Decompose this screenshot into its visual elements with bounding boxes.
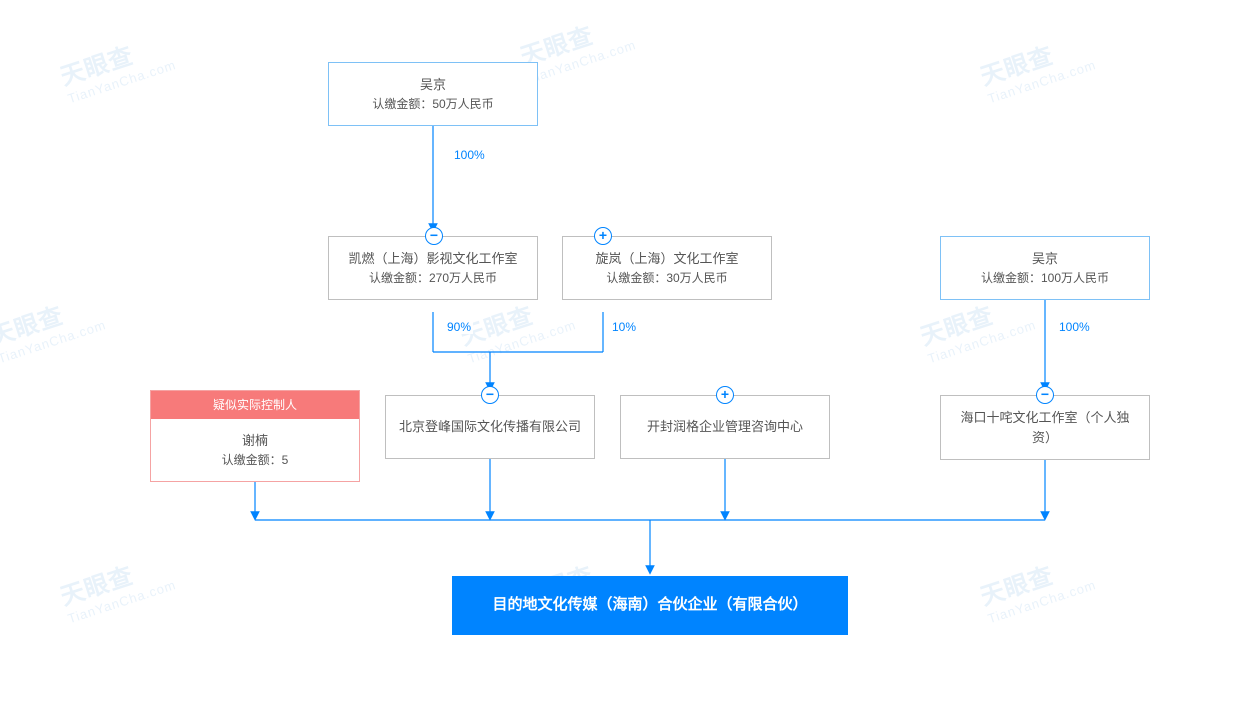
node-xienan[interactable]: 疑似实际控制人 谢楠 认缴金额：5	[150, 390, 360, 482]
pct-label: 10%	[610, 320, 638, 334]
node-sub: 认缴金额：5	[161, 451, 349, 469]
node-title: 吴京	[339, 75, 527, 95]
node-sub: 认缴金额：100万人民币	[951, 269, 1139, 287]
node-target[interactable]: 目的地文化传媒（海南）合伙企业（有限合伙）	[452, 576, 848, 635]
node-title: 开封润格企业管理咨询中心	[647, 417, 803, 437]
node-haikou[interactable]: 海口十咤文化工作室（个人独资）	[940, 395, 1150, 460]
collapse-icon[interactable]	[1036, 386, 1054, 404]
node-title: 凯燃（上海）影视文化工作室	[339, 249, 527, 269]
node-kairan[interactable]: 凯燃（上海）影视文化工作室 认缴金额：270万人民币	[328, 236, 538, 300]
node-xuanlan[interactable]: 旋岚（上海）文化工作室 认缴金额：30万人民币	[562, 236, 772, 300]
node-dengfeng[interactable]: 北京登峰国际文化传播有限公司	[385, 395, 595, 459]
collapse-icon[interactable]	[425, 227, 443, 245]
node-title: 谢楠	[161, 431, 349, 451]
node-title: 北京登峰国际文化传播有限公司	[399, 417, 581, 437]
node-kaifeng[interactable]: 开封润格企业管理咨询中心	[620, 395, 830, 459]
pct-label: 90%	[445, 320, 473, 334]
node-title: 海口十咤文化工作室（个人独资）	[951, 408, 1139, 447]
target-title: 目的地文化传媒（海南）合伙企业（有限合伙）	[492, 596, 807, 613]
controller-badge: 疑似实际控制人	[151, 391, 359, 419]
pct-label: 100%	[1057, 320, 1092, 334]
expand-icon[interactable]	[716, 386, 734, 404]
node-sub: 认缴金额：50万人民币	[339, 95, 527, 113]
node-wujing-top[interactable]: 吴京 认缴金额：50万人民币	[328, 62, 538, 126]
node-sub: 认缴金额：30万人民币	[573, 269, 761, 287]
node-sub: 认缴金额：270万人民币	[339, 269, 527, 287]
collapse-icon[interactable]	[481, 386, 499, 404]
pct-label: 100%	[452, 148, 487, 162]
expand-icon[interactable]	[594, 227, 612, 245]
node-wujing-right[interactable]: 吴京 认缴金额：100万人民币	[940, 236, 1150, 300]
node-title: 吴京	[951, 249, 1139, 269]
node-title: 旋岚（上海）文化工作室	[573, 249, 761, 269]
